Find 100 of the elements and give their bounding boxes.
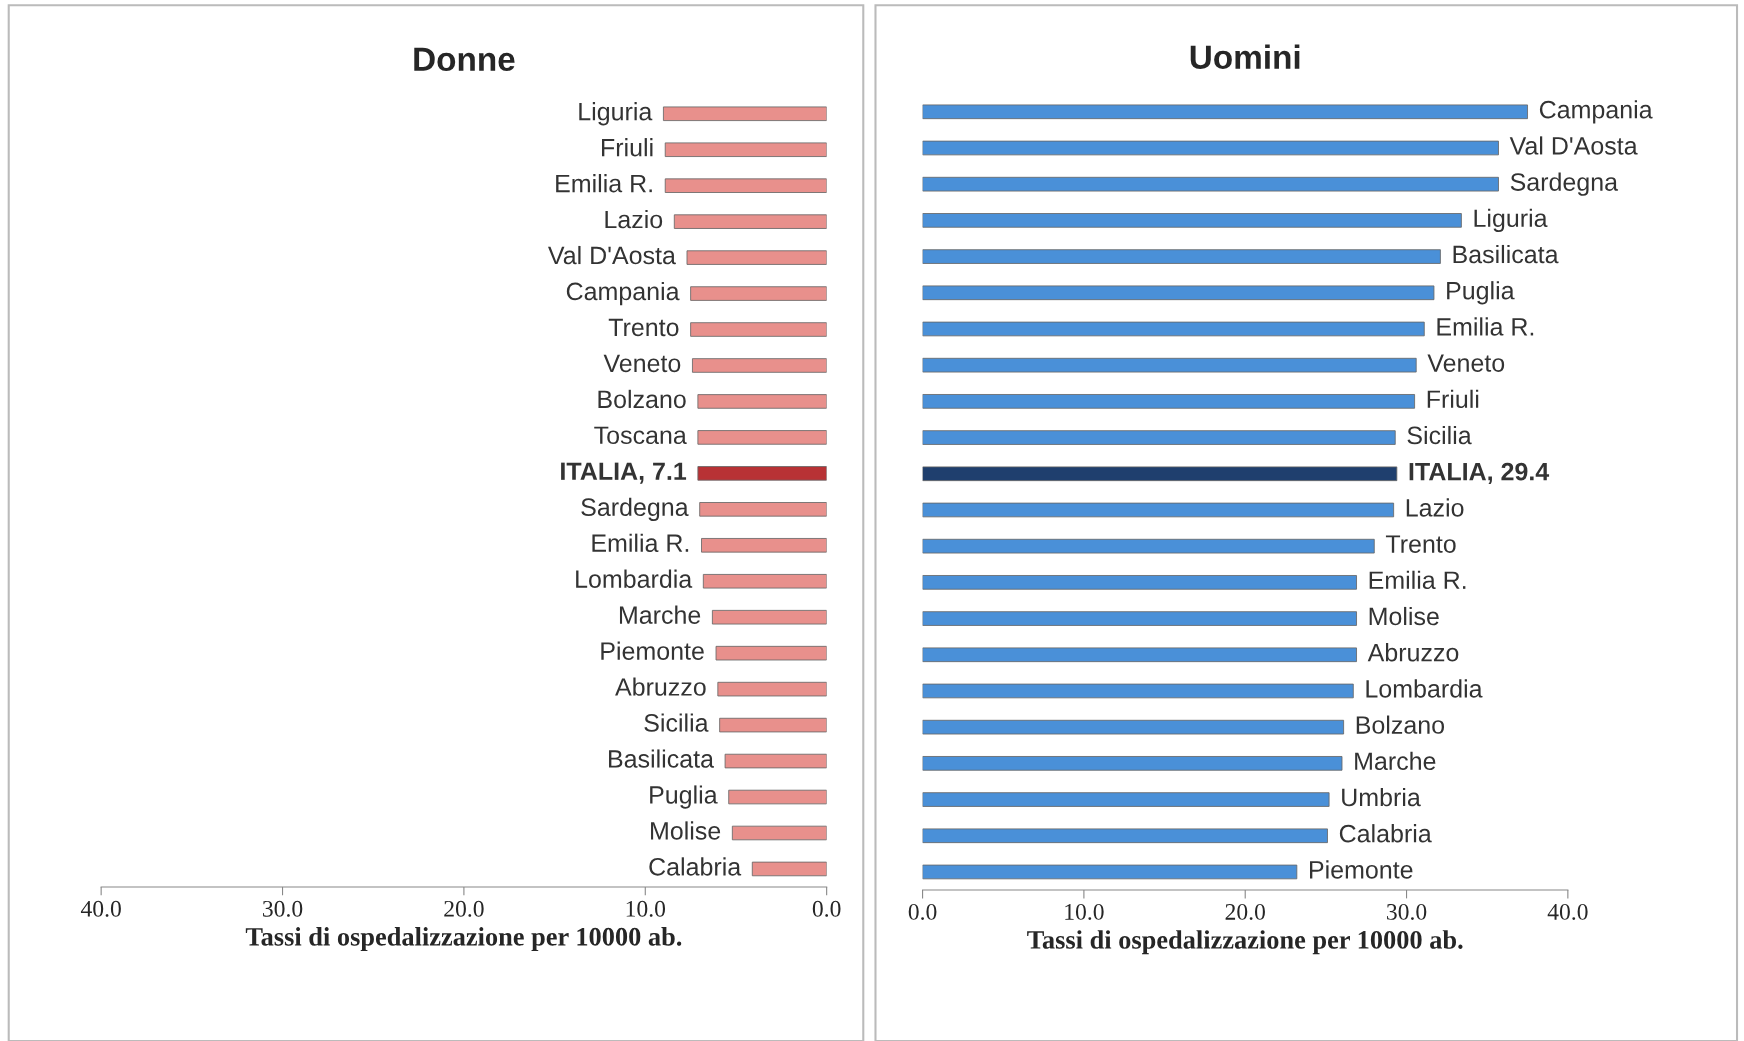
y-tick-label: Lazio — [1406, 498, 1464, 517]
y-tick-label: Veneto — [1427, 354, 1505, 372]
y-tick-label: Umbria — [1342, 787, 1421, 807]
bar — [701, 538, 827, 553]
y-tick-label: Molise — [1369, 606, 1439, 626]
bar — [922, 176, 1499, 192]
y-tick-label: Toscana — [594, 426, 687, 445]
chart-title: Donne — [414, 47, 515, 72]
x-tick-label: 0.0 — [812, 900, 841, 917]
bar — [699, 502, 827, 517]
x-tick-label: 40.0 — [1547, 903, 1588, 920]
bar — [922, 575, 1357, 590]
bar — [922, 357, 1417, 373]
y-tick-label: Lombardia — [576, 569, 693, 588]
y-tick-label: Puglia — [1447, 281, 1515, 305]
bar — [663, 106, 827, 122]
bar — [692, 358, 827, 373]
y-tick-label: Bolzano — [598, 389, 686, 409]
bar — [702, 574, 827, 589]
x-tick-label: 10.0 — [626, 900, 666, 917]
x-tick-label: 20.0 — [444, 900, 484, 917]
y-tick-label: Trento — [1385, 535, 1456, 553]
x-tick-label: 40.0 — [80, 900, 121, 917]
bar — [922, 249, 1441, 264]
y-tick-label: Marche — [1355, 751, 1436, 771]
bar — [922, 611, 1357, 626]
bar — [664, 142, 827, 157]
bar — [922, 285, 1435, 301]
y-tick-label: ITALIA, 29.4 — [1409, 462, 1550, 485]
bar — [922, 321, 1425, 337]
x-tick-label: 30.0 — [1387, 903, 1427, 920]
bar — [922, 394, 1416, 409]
y-tick-label: Friuli — [602, 138, 653, 157]
y-tick-label: Basilicata — [1453, 244, 1559, 264]
y-tick-label: Piemonte — [601, 641, 704, 660]
x-tick-label: 0.0 — [908, 903, 937, 920]
y-tick-label: Val D'Aosta — [1509, 136, 1638, 155]
y-tick-label: Trento — [608, 318, 679, 337]
bar — [922, 647, 1357, 663]
y-tick-label: Molise — [651, 821, 721, 840]
y-tick-label: Basilicata — [609, 749, 714, 768]
bar — [922, 828, 1328, 844]
bar — [711, 609, 827, 625]
y-tick-label: Emilia R. — [1437, 317, 1534, 336]
bar — [728, 789, 827, 805]
x-axis-title: Tassi di ospedalizzazione per 10000 ab. — [245, 927, 682, 952]
bar — [690, 286, 827, 301]
bar — [719, 717, 827, 733]
y-tick-label: Emilia R. — [592, 533, 689, 553]
y-tick-label: Marche — [619, 605, 701, 624]
bar — [664, 178, 827, 193]
bar — [922, 104, 1528, 120]
bar — [697, 466, 827, 481]
chart-title: Uomini — [1190, 44, 1300, 70]
bar — [697, 394, 827, 409]
y-tick-label: Val D'Aosta — [548, 245, 676, 265]
bar — [715, 645, 827, 661]
x-axis-title: Tassi di ospedalizzazione per 10000 ab. — [1027, 930, 1463, 955]
y-tick-label: Emilia R. — [1369, 570, 1466, 590]
bar — [686, 250, 827, 265]
y-tick-label: Puglia — [650, 785, 718, 809]
bar — [922, 864, 1298, 880]
y-tick-label: Campania — [566, 281, 680, 306]
y-tick-label: Emilia R. — [556, 174, 652, 193]
x-tick-label: 30.0 — [263, 900, 303, 917]
y-tick-label: Sardegna — [1510, 172, 1619, 196]
bar — [922, 719, 1345, 735]
y-tick-label: Abruzzo — [1367, 643, 1459, 662]
y-tick-label: Calabria — [649, 857, 742, 876]
bar — [724, 753, 827, 769]
y-tick-label: Liguria — [579, 102, 653, 126]
y-tick-label: Lombardia — [1366, 679, 1483, 698]
bar — [922, 213, 1462, 228]
bar — [922, 466, 1398, 482]
x-tick-label: 20.0 — [1225, 903, 1265, 920]
y-tick-label: Liguria — [1474, 208, 1548, 233]
bar — [922, 430, 1396, 445]
bar — [690, 322, 827, 337]
bar — [922, 756, 1343, 771]
y-tick-label: Sardegna — [581, 497, 689, 521]
bar — [922, 538, 1375, 554]
bar — [751, 861, 827, 877]
y-tick-label: Veneto — [603, 354, 681, 373]
bar — [922, 502, 1395, 518]
bar — [697, 430, 827, 445]
bar — [673, 214, 827, 229]
y-tick-label: Piemonte — [1310, 860, 1413, 879]
y-tick-label: Campania — [1539, 100, 1653, 124]
y-tick-label: Sicilia — [644, 713, 709, 732]
bar — [717, 681, 827, 697]
bar — [922, 140, 1499, 156]
y-tick-label: Sicilia — [1407, 425, 1472, 445]
bar — [922, 683, 1354, 699]
y-tick-label: Bolzano — [1356, 715, 1445, 734]
y-tick-label: Abruzzo — [615, 677, 706, 696]
y-tick-label: Lazio — [605, 209, 663, 229]
x-tick-label: 10.0 — [1065, 903, 1104, 920]
bar — [731, 825, 827, 841]
y-tick-label: ITALIA, 7.1 — [561, 462, 687, 484]
y-tick-label: Calabria — [1339, 824, 1432, 843]
